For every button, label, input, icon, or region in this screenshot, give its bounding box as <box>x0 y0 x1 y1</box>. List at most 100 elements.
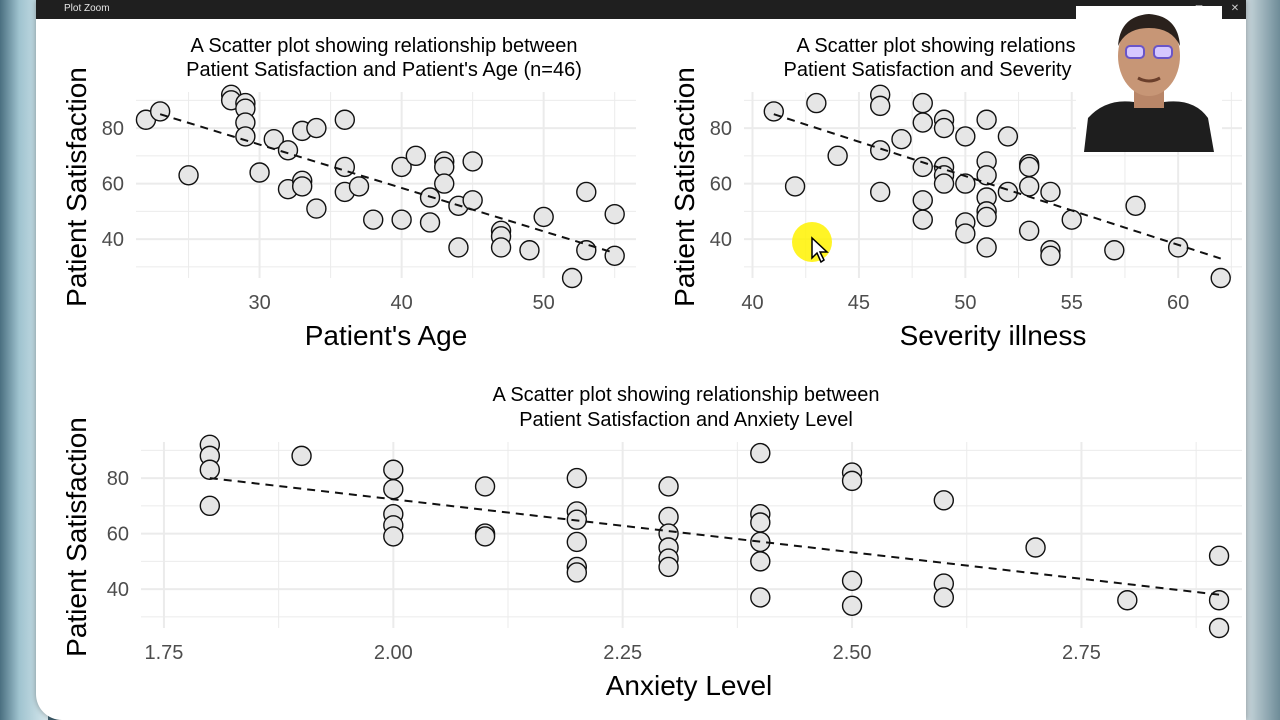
data-point <box>976 165 997 186</box>
data-point <box>658 556 679 578</box>
data-point <box>178 165 199 186</box>
chart-title-line: A Scatter plot showing relationship betw… <box>191 35 578 57</box>
data-point <box>566 531 588 553</box>
y-tick-label: 60 <box>107 524 129 546</box>
x-tick-label: 2.75 <box>1062 642 1101 664</box>
y-tick-label: 80 <box>102 118 124 140</box>
data-point <box>891 128 912 150</box>
desktop-background-right <box>1244 0 1280 720</box>
close-button[interactable]: ✕ <box>1230 3 1240 14</box>
scatter-chart-3: 1.75 2.00 2.25 2.50 2.75 40 60 80 A Scatter plot… <box>61 384 1242 701</box>
x-tick-label: 50 <box>533 292 555 314</box>
data-point <box>249 162 270 183</box>
data-point <box>1210 267 1231 289</box>
data-point <box>750 551 771 572</box>
x-tick-label: 55 <box>1061 292 1083 314</box>
data-point <box>955 126 976 147</box>
data-point <box>306 198 327 219</box>
data-point <box>870 140 891 161</box>
data-point <box>841 595 863 616</box>
data-point <box>533 206 554 228</box>
data-point <box>806 92 827 114</box>
x-tick-label: 30 <box>248 292 270 314</box>
data-point <box>1208 590 1230 611</box>
data-point <box>1018 176 1040 197</box>
data-point <box>566 562 588 583</box>
data-point <box>750 512 771 533</box>
x-tick-label: 2.25 <box>603 642 642 664</box>
x-tick-label: 60 <box>1167 292 1189 314</box>
data-point <box>750 587 771 608</box>
data-point <box>841 470 863 492</box>
plot-canvas: 30 40 50 40 60 80 A Scatter plot showing relat… <box>61 35 1242 701</box>
data-point <box>870 95 891 117</box>
data-point <box>912 156 933 178</box>
data-point <box>561 267 583 289</box>
x-axis-label: Patient's Age <box>305 320 468 351</box>
data-point <box>348 176 370 197</box>
data-point <box>576 240 597 261</box>
data-point <box>519 240 540 261</box>
chart-title-line: A Scatter plot showing relationship betw… <box>493 384 880 406</box>
x-tick-label: 1.75 <box>144 642 183 664</box>
data-point <box>933 587 955 608</box>
data-point <box>976 206 997 228</box>
data-point <box>658 476 679 497</box>
data-point <box>912 92 933 114</box>
data-point <box>750 442 771 464</box>
data-point <box>912 190 933 211</box>
y-axis-label: Patient Satisfaction <box>669 67 700 307</box>
x-tick-label: 2.50 <box>833 642 872 664</box>
data-point <box>391 156 412 178</box>
mouse-cursor <box>792 222 832 264</box>
data-point <box>199 495 221 517</box>
data-point <box>604 203 625 225</box>
x-tick-label: 50 <box>954 292 976 314</box>
data-point <box>391 209 412 230</box>
data-point <box>912 112 933 133</box>
data-point <box>291 445 312 467</box>
window-title: Plot Zoom <box>64 3 110 14</box>
y-axis-label: Patient Satisfaction <box>61 67 92 307</box>
data-point <box>604 245 625 266</box>
trend-line <box>159 113 615 254</box>
data-point <box>933 490 955 511</box>
scatter-chart-1: 30 40 50 40 60 80 A Scatter plot showing relat… <box>61 35 636 351</box>
data-point <box>576 181 597 203</box>
data-point <box>1018 220 1040 242</box>
data-point <box>976 109 997 130</box>
data-point <box>1040 181 1061 203</box>
data-point <box>490 237 512 258</box>
data-point <box>976 237 997 258</box>
data-point <box>277 140 299 161</box>
data-point <box>933 173 955 194</box>
x-tick-label: 40 <box>391 292 413 314</box>
data-point <box>784 176 806 197</box>
data-point <box>955 223 976 244</box>
data-point <box>462 151 483 172</box>
data-point <box>827 145 848 167</box>
x-axis-label: Anxiety Level <box>606 670 773 701</box>
data-point <box>474 476 496 497</box>
data-point <box>1040 245 1061 266</box>
y-tick-label: 80 <box>107 468 129 490</box>
data-point <box>933 117 955 139</box>
x-tick-label: 40 <box>741 292 763 314</box>
x-axis-label: Severity illness <box>900 320 1087 351</box>
data-point <box>1018 156 1040 178</box>
y-axis-label: Patient Satisfaction <box>61 417 92 657</box>
data-point <box>841 570 863 592</box>
data-point <box>199 459 221 480</box>
y-tick-label: 40 <box>102 229 124 251</box>
data-point <box>1104 240 1125 261</box>
data-point <box>1125 195 1146 217</box>
trend-line <box>209 477 1220 596</box>
data-point <box>235 126 256 147</box>
data-point <box>419 212 441 233</box>
data-point <box>1208 545 1230 567</box>
data-point <box>566 467 588 489</box>
data-point <box>306 117 327 139</box>
data-point <box>1117 590 1138 611</box>
data-point <box>955 173 976 194</box>
